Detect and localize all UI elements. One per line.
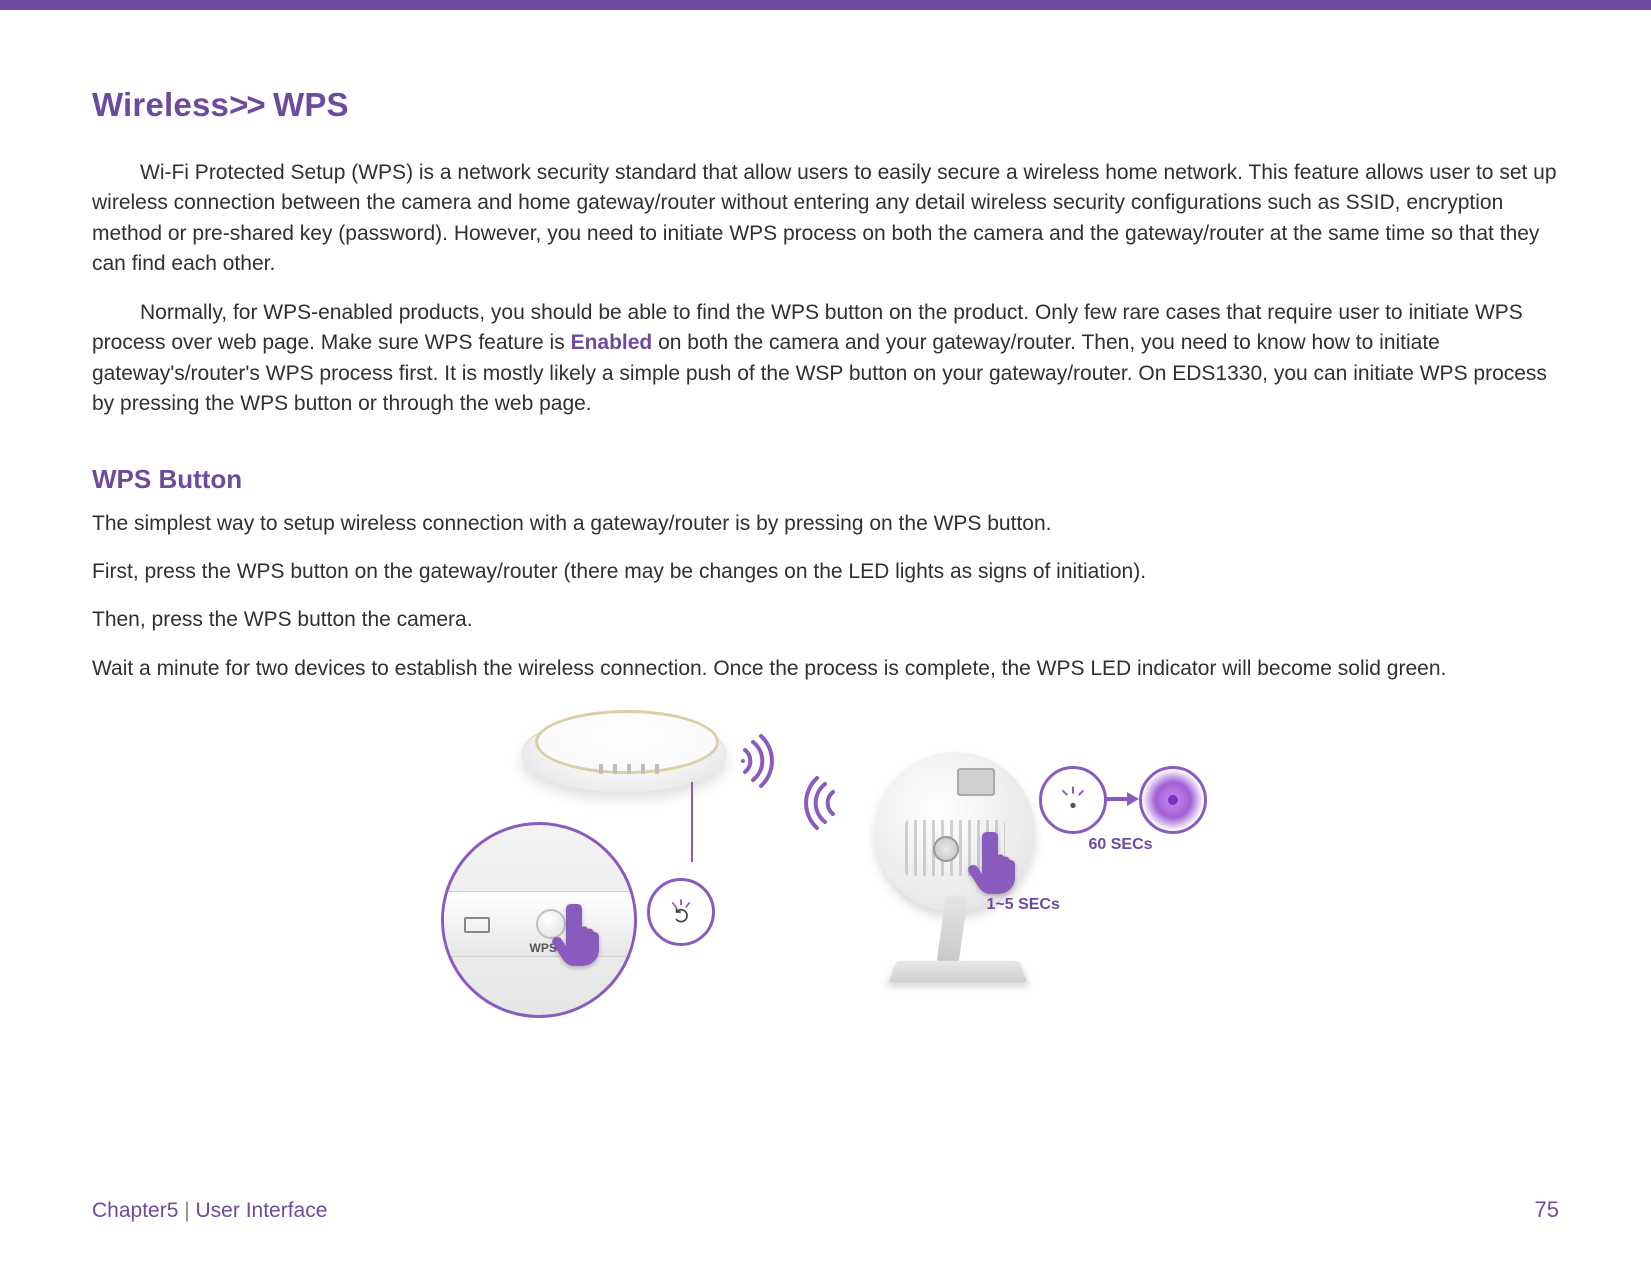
title-section: Wireless bbox=[92, 86, 229, 123]
wireless-waves-in-icon bbox=[801, 776, 841, 830]
press-duration-label: 1~5 SECs bbox=[987, 896, 1060, 914]
camera-device bbox=[855, 742, 1055, 1002]
hand-press-router-icon bbox=[549, 898, 609, 968]
hand-press-camera-icon bbox=[965, 826, 1025, 896]
intro-paragraph-1: Wi-Fi Protected Setup (WPS) is a network… bbox=[92, 158, 1559, 280]
camera-mount-screw bbox=[933, 836, 959, 862]
usb-port-icon bbox=[464, 917, 490, 933]
led-off-callout bbox=[1039, 766, 1107, 834]
router-device bbox=[521, 702, 731, 812]
top-accent-bar bbox=[0, 0, 1651, 10]
footer-section: User Interface bbox=[196, 1199, 328, 1222]
callout-leader-line bbox=[691, 782, 693, 862]
led-on-callout bbox=[1139, 766, 1207, 834]
step-1: The simplest way to setup wireless conne… bbox=[92, 509, 1559, 539]
wps-button-heading: WPS Button bbox=[92, 464, 1559, 495]
wait-duration-label: 60 SECs bbox=[1089, 836, 1153, 854]
step-2: First, press the WPS button on the gatew… bbox=[92, 557, 1559, 587]
step-4: Wait a minute for two devices to establi… bbox=[92, 654, 1559, 684]
page-footer: Chapter5 | User Interface 75 bbox=[92, 1197, 1559, 1223]
camera-base bbox=[888, 961, 1027, 983]
title-chevrons: >> bbox=[229, 86, 264, 123]
para2-emph: Enabled bbox=[571, 331, 653, 354]
intro-paragraph-2: Normally, for WPS-enabled products, you … bbox=[92, 298, 1559, 420]
footer-chapter: Chapter5 bbox=[92, 1199, 178, 1222]
wps-illustration: WPS bbox=[441, 702, 1211, 1012]
led-glow-icon bbox=[1168, 795, 1178, 805]
step-3: Then, press the WPS button the camera. bbox=[92, 605, 1559, 635]
footer-sep: | bbox=[178, 1199, 195, 1222]
page-number: 75 bbox=[1535, 1197, 1559, 1223]
page-title: Wireless>> WPS bbox=[92, 86, 1559, 124]
wireless-waves-out-icon bbox=[737, 734, 777, 788]
led-progress-arrow-icon bbox=[1105, 792, 1139, 806]
footer-breadcrumb: Chapter5 | User Interface bbox=[92, 1199, 327, 1223]
router-status-leds bbox=[579, 764, 679, 778]
title-topic: WPS bbox=[273, 86, 349, 123]
press-indicator-callout bbox=[647, 878, 715, 946]
camera-ethernet-port bbox=[957, 768, 995, 796]
page-content: Wireless>> WPS Wi-Fi Protected Setup (WP… bbox=[0, 10, 1651, 1012]
